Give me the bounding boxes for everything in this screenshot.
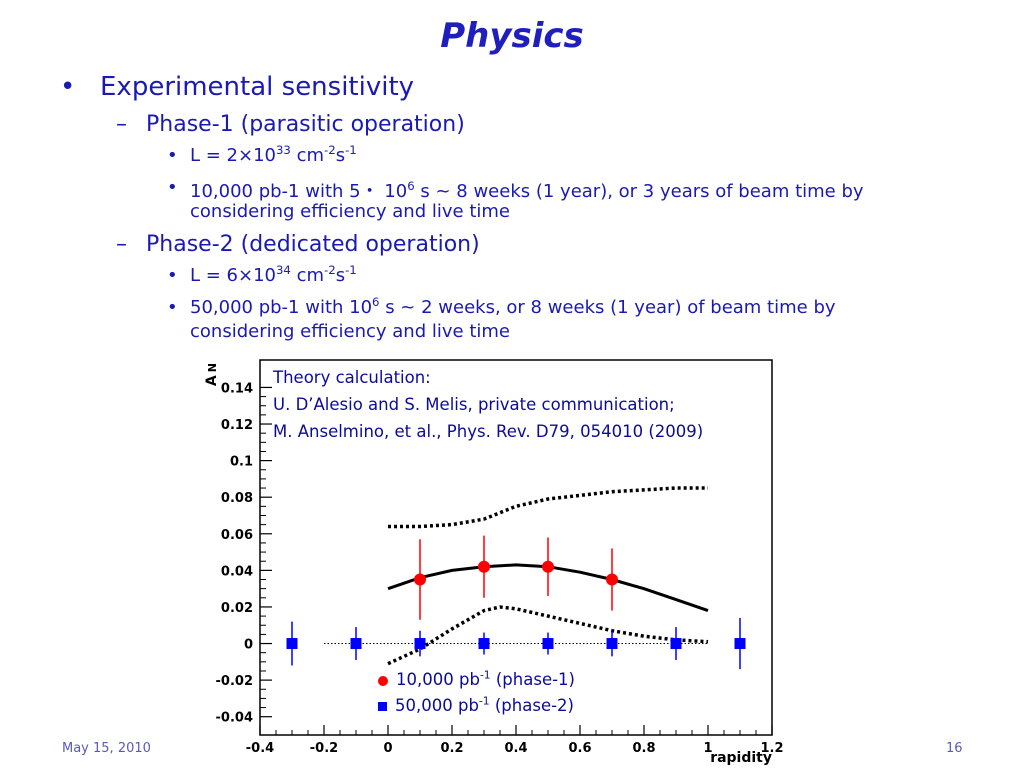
data-point-phase-2	[478, 638, 490, 650]
bullet-phase1-beamtime-cont: considering efficiency and live time	[190, 201, 510, 222]
data-point-phase-2	[350, 638, 362, 650]
data-point-phase-1	[478, 560, 490, 573]
bullet-marker: •	[167, 297, 178, 318]
legend-item-phase-1: 10,000 pb-1 (phase-1)	[378, 670, 575, 689]
bullet-phase2-luminosity: L = 6×1034 cm-2s-1	[190, 263, 357, 286]
page-number: 16	[946, 741, 963, 756]
x-tick-label: 0.6	[568, 741, 591, 756]
data-point-phase-1	[606, 573, 618, 586]
y-tick-label: 0.06	[221, 528, 253, 543]
bullet-marker: •	[167, 145, 178, 166]
theory-note-line: U. D’Alesio and S. Melis, private commun…	[273, 395, 675, 414]
theory-note-line: M. Anselmino, et al., Phys. Rev. D79, 05…	[273, 422, 704, 441]
legend-circle-marker	[378, 675, 388, 686]
bullet-marker: •	[167, 265, 178, 286]
x-tick-label: -0.2	[310, 741, 338, 756]
y-tick-label: 0.12	[221, 418, 253, 433]
bullet-phase1-beamtime: 10,000 pb-1 with 5・ 106 s ~ 8 weeks (1 y…	[190, 179, 864, 202]
y-tick-label: 0.08	[221, 491, 253, 506]
theory-curve-band	[388, 486, 708, 529]
theory-note-line: Theory calculation:	[273, 368, 431, 387]
dash-marker: –	[116, 112, 127, 137]
bullet-marker: •	[167, 177, 178, 198]
y-axis-label: AN	[204, 363, 220, 386]
x-tick-label: 0	[383, 741, 392, 756]
bullet-phase2-beamtime-cont: considering efficiency and live time	[190, 321, 510, 342]
data-point-phase-2	[606, 638, 618, 650]
plot-canvas: -0.4 -0.2 0 0.2 0.4 0.6 0.8 1 1.2 -0.04 -0.02 0 0.02…	[204, 359, 784, 766]
data-point-phase-2	[542, 638, 554, 650]
bullet-phase2-beamtime: 50,000 pb-1 with 106 s ~ 2 weeks, or 8 w…	[190, 295, 836, 318]
x-axis-label: rapidity	[710, 750, 772, 766]
data-point-phase-2	[286, 638, 298, 650]
slide-title: Physics	[440, 16, 584, 56]
y-tick-label: 0.1	[230, 455, 253, 470]
data-point-phase-2	[414, 638, 426, 650]
legend-item-phase-2: 50,000 pb-1 (phase-2)	[378, 696, 574, 715]
data-point-phase-1	[414, 573, 426, 586]
asymmetry-plot: -0.4 -0.2 0 0.2 0.4 0.6 0.8 1 1.2 -0.04 -0.02 0 0.02…	[203, 355, 786, 768]
y-tick-label: -0.04	[216, 711, 253, 726]
bullet-phase-1: Phase-1 (parasitic operation)	[146, 112, 465, 137]
y-tick-label: 0.14	[221, 381, 253, 396]
x-tick-label: 0.4	[504, 741, 527, 756]
y-tick-label: -0.02	[216, 674, 253, 689]
theory-curve-band	[387, 605, 709, 666]
x-tick-label: 0.2	[440, 741, 463, 756]
y-tick-label: 0.04	[221, 564, 253, 579]
bullet-phase1-luminosity: L = 2×1033 cm-2s-1	[190, 143, 357, 166]
data-point-phase-1	[542, 560, 554, 573]
x-tick-label: 1.2	[760, 741, 783, 756]
footer-date: May 15, 2010	[62, 741, 151, 756]
x-tick-label: 1	[703, 741, 712, 756]
y-tick-label: 0.02	[221, 601, 253, 616]
legend-square-marker	[378, 702, 387, 711]
data-point-phase-2	[670, 638, 682, 650]
bullet-marker: •	[60, 72, 76, 102]
x-tick-label: -0.4	[246, 741, 274, 756]
data-point-phase-2	[734, 638, 746, 650]
x-tick-label: 0.8	[632, 741, 655, 756]
bullet-experimental-sensitivity: Experimental sensitivity	[100, 72, 415, 102]
y-tick-label: 0	[244, 638, 253, 653]
dash-marker: –	[116, 232, 127, 257]
bullet-phase-2: Phase-2 (dedicated operation)	[146, 232, 480, 257]
